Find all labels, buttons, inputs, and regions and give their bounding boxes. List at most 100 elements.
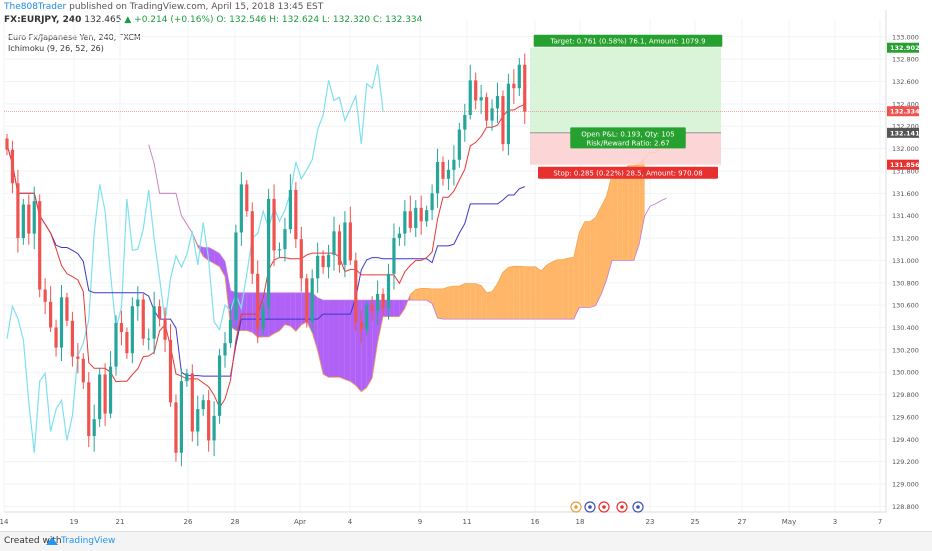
candle-body	[201, 400, 205, 410]
price-tick-label: 129.200	[892, 458, 919, 466]
tradingview-brand[interactable]: TradingView	[61, 536, 116, 546]
kumo-bear-segment	[214, 250, 220, 267]
price-tick-label: 132.400	[892, 100, 919, 108]
candle-body	[228, 319, 233, 344]
candle-body	[430, 193, 434, 211]
candle-body	[130, 306, 134, 354]
candle-body	[125, 331, 129, 354]
kumo-bear-segment	[323, 300, 329, 378]
time-tick-label: 14	[0, 518, 9, 526]
candle-body	[446, 169, 451, 179]
candle-body	[190, 373, 194, 432]
lagging-span	[6, 64, 384, 453]
candle-body	[414, 207, 418, 228]
candle-body	[359, 321, 363, 330]
candle-body	[435, 162, 440, 194]
kumo-bull-segment	[568, 257, 574, 320]
indicator-legend[interactable]: Ichimoku (9, 26, 52, 26)	[8, 44, 104, 53]
candle-body	[27, 204, 31, 234]
target-zone	[530, 47, 721, 133]
candle-body	[54, 327, 58, 348]
candle-body	[250, 211, 254, 274]
candle-body	[310, 278, 314, 322]
kumo-bull-segment	[573, 232, 580, 320]
candle-body	[245, 184, 249, 212]
kumo-bear-segment	[372, 300, 378, 379]
candle-body	[299, 239, 303, 279]
kumo-bull-segment	[513, 266, 520, 320]
kumo-bull-segment	[546, 262, 552, 320]
symbol-ticker[interactable]: FX:EURJPY, 240	[4, 15, 82, 25]
target-price-tag-bg	[887, 42, 919, 53]
author-link[interactable]: The808Trader	[4, 2, 67, 12]
target-label-bg	[533, 34, 723, 47]
candle-body	[108, 366, 113, 414]
conversion-line	[6, 103, 525, 409]
leading-span-a	[148, 144, 667, 393]
price-tick-label: 130.200	[892, 346, 919, 354]
symbol-row: FX:EURJPY, 240 132.465 ▲ +0.214 (+0.16%)…	[4, 15, 422, 25]
publish-info: published on TradingView.com, April 15, …	[69, 2, 324, 12]
candle-body	[59, 297, 64, 348]
tradingview-logo-icon	[46, 537, 58, 545]
kumo-bull-segment	[410, 289, 416, 301]
kumo-bear-segment	[399, 300, 405, 317]
kumo-bull-segment	[617, 170, 623, 261]
price-tick-label: 132.600	[892, 78, 919, 86]
candle-body	[452, 159, 456, 170]
candle-body	[523, 64, 527, 112]
candle-body	[376, 293, 380, 311]
kumo-bull-segment	[486, 291, 493, 320]
candle-body	[403, 211, 407, 234]
candle-body	[212, 415, 216, 441]
candle-body	[512, 83, 516, 89]
kumo-bear-segment	[377, 300, 384, 343]
candle-body	[501, 96, 505, 145]
price-tick-label: 131.600	[892, 190, 919, 198]
candle-body	[408, 211, 412, 228]
price-chart[interactable]: Target: 0.761 (0.58%) 76.1, Amount: 1079…	[0, 0, 932, 531]
footer-bar: Created with TradingView	[0, 531, 932, 551]
candle-body	[321, 255, 325, 268]
kumo-bull-segment	[535, 266, 542, 320]
candle-body	[158, 306, 162, 319]
kumo-bear-segment	[274, 292, 280, 334]
candle-body	[207, 400, 211, 441]
price-tick-label: 131.400	[892, 212, 919, 220]
candle-body	[468, 80, 472, 116]
time-tick-label: 3	[833, 518, 837, 526]
base-line	[6, 144, 525, 377]
kumo-bull-segment	[562, 258, 569, 320]
entry-label: Risk/Reward Ratio: 2.67	[586, 139, 669, 147]
kumo-bull-segment	[459, 283, 465, 320]
candle-body	[217, 355, 222, 416]
candle-body	[43, 289, 47, 302]
kumo-bear-segment	[339, 300, 345, 380]
publish-header: The808Trader published on TradingView.co…	[4, 2, 323, 12]
candle-body	[147, 338, 151, 340]
candle-body	[457, 129, 461, 160]
up-arrow-icon: ▲	[124, 15, 132, 25]
kumo-bull-segment	[601, 196, 607, 295]
event-dot-icon	[602, 505, 606, 509]
price-change: +0.214 (+0.16%)	[134, 15, 214, 25]
candle-body	[294, 189, 298, 240]
kumo-bull-segment	[606, 174, 612, 280]
time-tick-label: 21	[116, 518, 125, 526]
candle-body	[272, 198, 276, 251]
candle-body	[103, 374, 107, 414]
candle-body	[87, 382, 91, 436]
candle-body	[70, 320, 74, 357]
candle-body	[365, 305, 369, 330]
time-tick-label: 27	[738, 518, 747, 526]
kumo-bull-segment	[524, 266, 531, 320]
entry-price-tag-bg	[887, 127, 919, 138]
kumo-bull-segment	[426, 288, 433, 304]
candle-body	[152, 306, 156, 339]
candle-body	[397, 233, 401, 239]
candle-body	[114, 323, 118, 367]
candle-body	[332, 231, 336, 255]
candle-body	[32, 201, 36, 234]
kumo-bull-segment	[421, 288, 427, 301]
current-price-tag: 132.334	[890, 108, 920, 116]
